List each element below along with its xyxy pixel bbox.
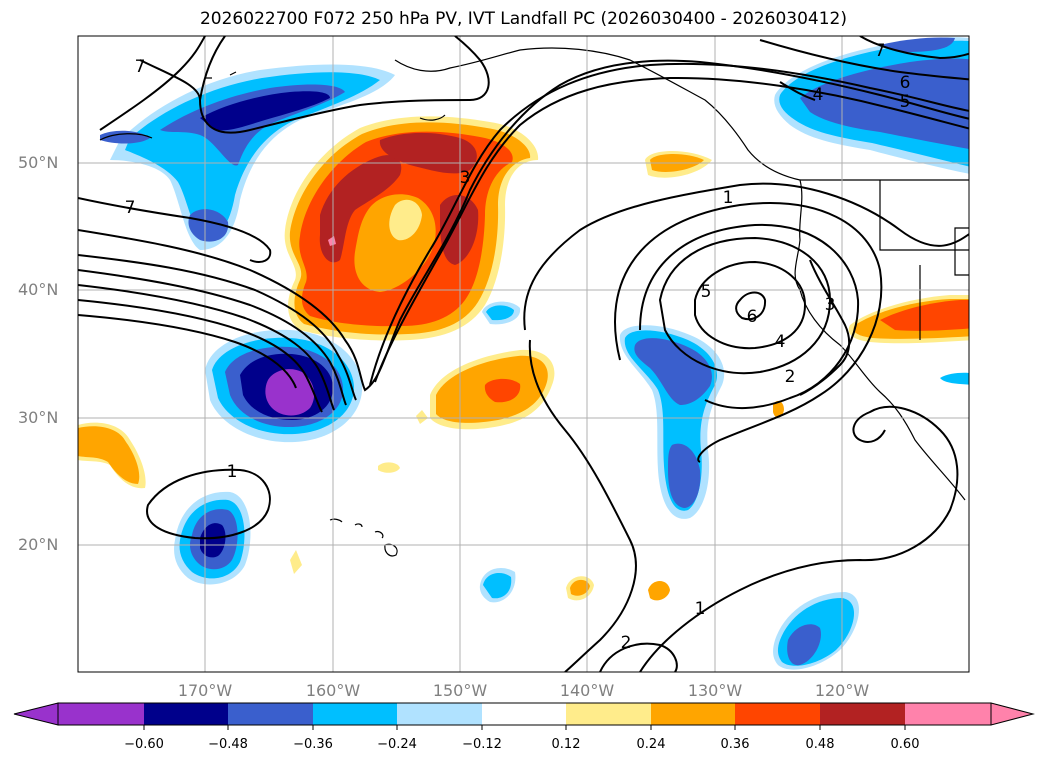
contour-label: 1	[723, 188, 734, 208]
contour-label: 3	[825, 295, 836, 315]
lon-label: 120°W	[814, 681, 870, 700]
colorbar-segment	[651, 703, 735, 725]
map-frame	[77, 35, 970, 673]
colorbar	[13, 702, 1035, 730]
colorbar-tick-label: 0.24	[636, 737, 666, 752]
colorbar-segment	[144, 703, 228, 725]
contour-labels: 7 7 6 5 4 3 1 5 6 4 3 2 1 1 2 7	[125, 41, 911, 653]
lon-label: 150°W	[432, 681, 488, 700]
contour-label: 6	[747, 307, 758, 327]
colorbar-segment	[58, 703, 144, 725]
lat-label: 20°N	[18, 535, 59, 554]
colorbar-segment	[735, 703, 820, 725]
shading-negative	[100, 37, 969, 670]
coastlines	[99, 47, 969, 557]
contour-label: 4	[813, 85, 824, 105]
lon-label: 140°W	[559, 681, 615, 700]
lon-label: 130°W	[687, 681, 743, 700]
shading-positive	[78, 116, 969, 601]
contour-label: 5	[900, 92, 911, 112]
colorbar-segment	[228, 703, 313, 725]
colorbar-tick-label: 0.12	[551, 737, 581, 752]
colorbar-segment	[905, 703, 991, 725]
colorbar-tick-label: −0.36	[293, 737, 333, 752]
lat-label: 40°N	[18, 280, 59, 299]
contour-label: 1	[227, 462, 238, 482]
colorbar-tick-label: 0.48	[805, 737, 835, 752]
colorbar-tick-label: −0.12	[462, 737, 502, 752]
ivt-contours	[78, 36, 969, 672]
colorbar-tick-label: −0.60	[124, 737, 164, 752]
colorbar-tick-label: 0.36	[720, 737, 750, 752]
contour-label: 2	[621, 633, 632, 653]
contour-label: 7	[135, 57, 146, 77]
colorbar-segment	[397, 703, 482, 725]
contour-label: 4	[775, 332, 786, 352]
colorbar-tick-label: −0.24	[377, 737, 417, 752]
colorbar-segment	[820, 703, 905, 725]
contour-label: 7	[875, 41, 886, 61]
contour-label: 3	[460, 168, 471, 188]
lat-label: 50°N	[18, 153, 59, 172]
colorbar-segment	[313, 703, 397, 725]
contour-label: 2	[785, 367, 796, 387]
colorbar-tick-label: 0.60	[890, 737, 920, 752]
contour-label: 1	[695, 599, 706, 619]
lat-label: 30°N	[18, 408, 59, 427]
colorbar-tick-label: −0.48	[208, 737, 248, 752]
contour-label: 5	[701, 282, 712, 302]
colorbar-segment	[566, 703, 651, 725]
plot-title: 2026022700 F072 250 hPa PV, IVT Landfall…	[199, 9, 847, 29]
contour-label: 6	[900, 73, 911, 93]
gridlines	[78, 36, 969, 672]
colorbar-arrow-high	[990, 702, 1035, 726]
lon-label: 170°W	[177, 681, 233, 700]
lon-label: 160°W	[305, 681, 361, 700]
contour-label: 7	[125, 198, 136, 218]
colorbar-arrow-low	[13, 702, 59, 726]
colorbar-segment	[482, 703, 566, 725]
